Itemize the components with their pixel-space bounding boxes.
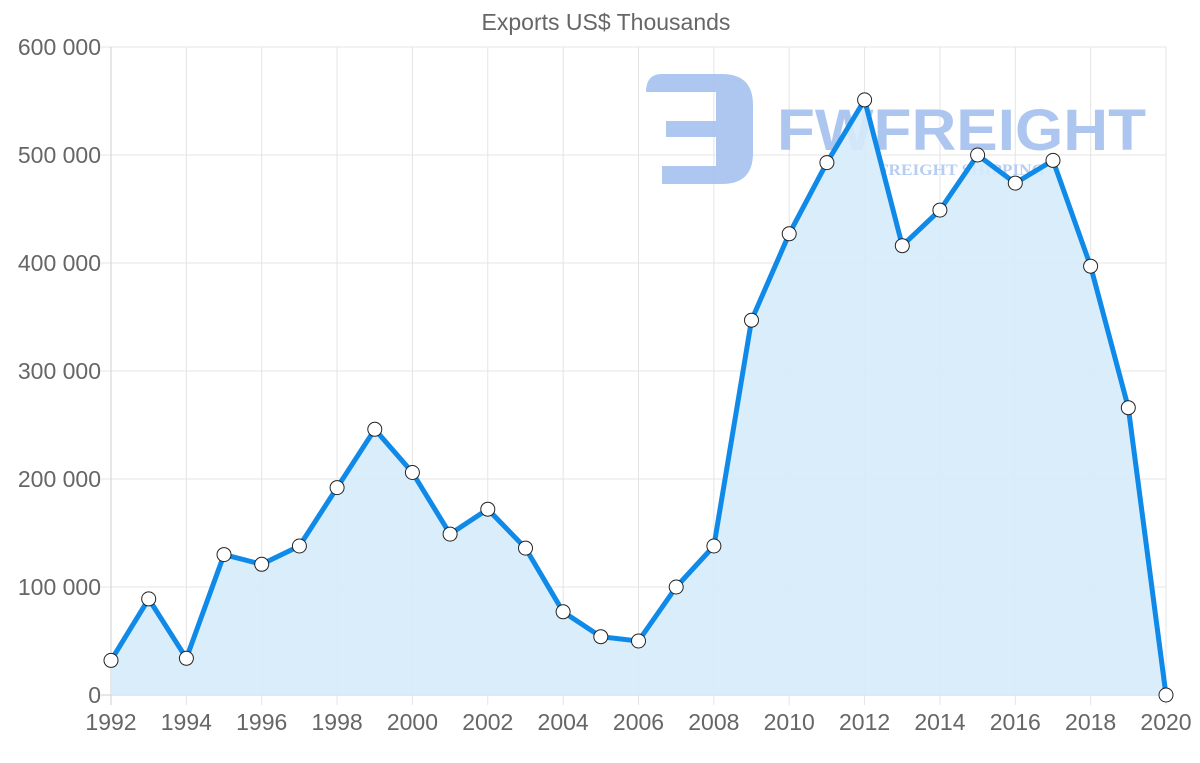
x-tick-label: 2008 bbox=[688, 709, 739, 735]
data-point-marker bbox=[894, 238, 910, 254]
data-point-marker bbox=[216, 547, 232, 563]
data-point-marker bbox=[442, 526, 458, 542]
data-point-marker bbox=[103, 652, 119, 668]
x-tick-label: 2010 bbox=[764, 709, 815, 735]
data-point-marker bbox=[1007, 175, 1023, 191]
x-tick-label: 2006 bbox=[613, 709, 664, 735]
data-point-marker bbox=[1083, 258, 1099, 274]
y-tick-label: 400 000 bbox=[18, 250, 101, 276]
data-point-marker bbox=[932, 202, 948, 218]
fwfreight-watermark: FWFREIGHT FREIGHT SHIPPING bbox=[646, 74, 1146, 184]
data-point-marker bbox=[518, 540, 533, 556]
data-point-marker bbox=[631, 633, 646, 649]
data-point-marker bbox=[668, 579, 684, 595]
x-tick-label: 2016 bbox=[990, 709, 1041, 735]
data-point-marker bbox=[480, 501, 496, 517]
data-point-marker bbox=[781, 226, 797, 242]
x-tick-label: 2014 bbox=[914, 709, 965, 735]
y-tick-label: 100 000 bbox=[18, 574, 101, 600]
data-point-marker bbox=[1045, 152, 1061, 168]
data-point-marker bbox=[178, 650, 194, 666]
data-point-marker bbox=[744, 312, 759, 328]
x-tick-label: 1998 bbox=[311, 709, 362, 735]
data-points bbox=[103, 92, 1174, 703]
data-point-marker bbox=[593, 629, 609, 645]
x-tick-label: 1994 bbox=[161, 709, 212, 735]
x-tick-label: 2012 bbox=[839, 709, 890, 735]
data-point-marker bbox=[254, 556, 270, 572]
fwfreight-logo-icon bbox=[646, 74, 753, 184]
data-point-marker bbox=[706, 538, 722, 554]
data-point-marker bbox=[970, 147, 986, 163]
data-point-marker bbox=[555, 604, 571, 620]
data-point-marker bbox=[857, 92, 873, 108]
x-tick-label: 2002 bbox=[462, 709, 513, 735]
y-tick-label: 300 000 bbox=[18, 358, 101, 384]
data-point-marker bbox=[141, 591, 157, 607]
y-axis: 0 100 000 200 000 300 000 400 000 500 000 600 … bbox=[18, 34, 101, 708]
y-tick-label: 500 000 bbox=[18, 142, 101, 168]
x-axis: 1992 1994 1996 1998 2000 2002 2004 2006 2008 2010… bbox=[85, 709, 1191, 735]
data-point-marker bbox=[291, 538, 307, 554]
y-tick-label: 0 bbox=[88, 682, 101, 708]
data-point-marker bbox=[1120, 400, 1136, 416]
x-tick-label: 2000 bbox=[387, 709, 438, 735]
data-point-marker bbox=[367, 421, 383, 437]
chart-title: Exports US$ Thousands bbox=[482, 9, 731, 35]
x-tick-label: 2004 bbox=[538, 709, 589, 735]
x-tick-label: 1996 bbox=[236, 709, 287, 735]
data-point-marker bbox=[404, 465, 420, 480]
y-tick-label: 200 000 bbox=[18, 466, 101, 492]
data-point-marker bbox=[819, 155, 835, 171]
x-tick-label: 2018 bbox=[1065, 709, 1116, 735]
data-point-marker bbox=[1158, 687, 1174, 703]
x-tick-label: 2020 bbox=[1140, 709, 1191, 735]
x-tick-label: 1992 bbox=[85, 709, 136, 735]
y-tick-label: 600 000 bbox=[18, 34, 101, 60]
data-point-marker bbox=[329, 480, 345, 496]
